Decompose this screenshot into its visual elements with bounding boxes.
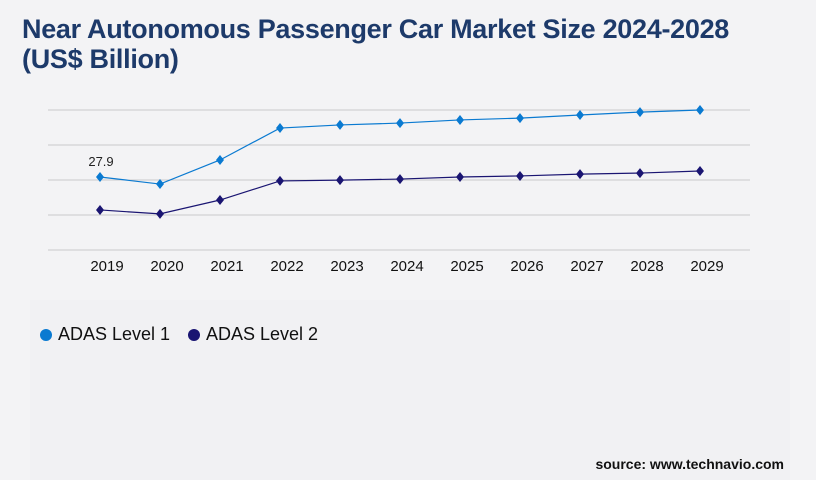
data-point (336, 175, 344, 186)
chart-panel (30, 300, 790, 480)
data-point (96, 204, 104, 215)
data-point (276, 175, 284, 186)
data-point (516, 170, 524, 181)
legend-marker-icon (40, 328, 52, 341)
data-point (156, 208, 164, 219)
data-point (96, 171, 104, 182)
x-tick-label: 2026 (510, 258, 543, 275)
data-point (336, 119, 344, 130)
x-tick-label: 2019 (90, 258, 123, 275)
x-tick-label: 2029 (690, 258, 723, 275)
legend-marker-icon (188, 328, 200, 341)
x-tick-label: 2024 (390, 258, 423, 275)
data-point (396, 118, 404, 129)
source-text: source: www.technavio.com (595, 456, 784, 472)
data-point (216, 154, 224, 165)
data-point (396, 174, 404, 185)
data-point (276, 123, 284, 134)
chart-title: Near Autonomous Passenger Car Market Siz… (22, 14, 730, 74)
data-point (636, 107, 644, 118)
x-tick-label: 2021 (210, 258, 243, 275)
x-tick-label: 2025 (450, 258, 483, 275)
data-point (636, 168, 644, 179)
legend-item-level1: ADAS Level 1 (40, 324, 170, 345)
legend-label: ADAS Level 2 (206, 324, 319, 344)
data-point (696, 165, 704, 176)
x-tick-label: 2023 (330, 258, 363, 275)
data-point (696, 105, 704, 115)
data-point (516, 113, 524, 124)
data-point (576, 109, 584, 120)
data-point (576, 169, 584, 180)
x-tick-label: 2022 (270, 258, 303, 275)
data-point (216, 195, 224, 206)
x-tick-label: 2028 (630, 258, 663, 275)
data-point (456, 171, 464, 182)
x-tick-label: 2027 (570, 258, 603, 275)
legend-label: ADAS Level 1 (58, 324, 171, 344)
x-tick-label: 2020 (150, 258, 183, 275)
line-chart: 2019 2020 2021 2022 2023 2024 2025 2026 2027 2028… (48, 105, 750, 275)
data-point (456, 114, 464, 125)
data-label: 27.9 (88, 154, 113, 169)
data-point (156, 179, 164, 190)
legend-item-level2: ADAS Level 2 (188, 324, 318, 345)
